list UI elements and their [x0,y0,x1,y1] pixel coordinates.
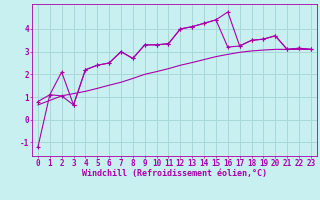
X-axis label: Windchill (Refroidissement éolien,°C): Windchill (Refroidissement éolien,°C) [82,169,267,178]
